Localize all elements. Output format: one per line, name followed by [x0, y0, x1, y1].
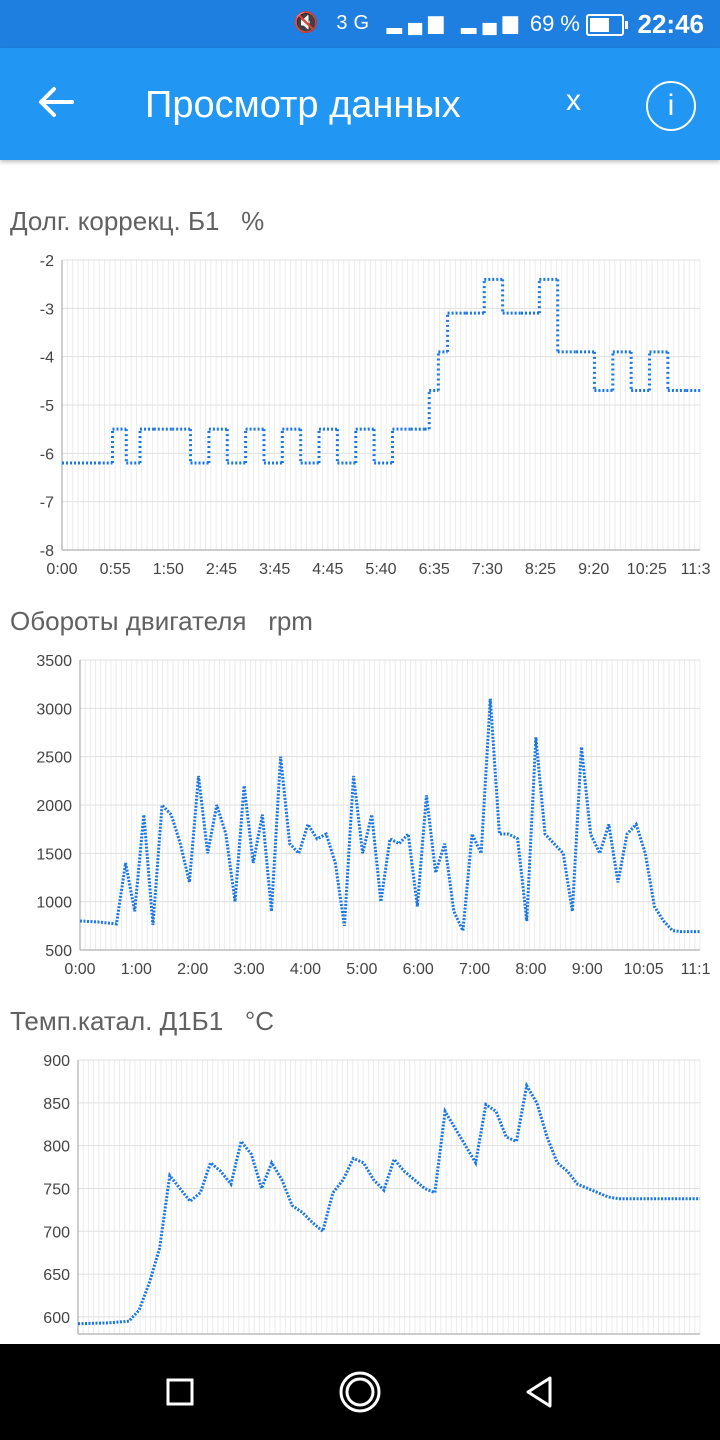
y-tick-label: 3000 [36, 701, 72, 718]
series-line-2-0 [77, 1081, 700, 1326]
y-tick-label: -4 [40, 350, 54, 367]
nav-bar [0, 1344, 720, 1440]
y-tick-label: 500 [45, 943, 72, 960]
y-tick-label: 700 [43, 1224, 70, 1241]
x-tick-label: 7:00 [459, 961, 490, 978]
y-tick-label: 1000 [36, 895, 72, 912]
status-icons: 🔇 3G ▂▄▆ ▂▄▆ [293, 12, 524, 34]
x-tick-label: 5:40 [365, 561, 396, 578]
x-tick-label: 6:35 [419, 561, 450, 578]
x-tick-label: 2:00 [177, 961, 208, 978]
y-tick-label: -3 [40, 301, 54, 318]
chart-3: 900 850 800 750 700 650 600 [10, 1050, 710, 1344]
x-tick-label: 9:20 [578, 561, 609, 578]
y-tick-label: -5 [40, 398, 54, 415]
chart-1: -2 -3 -4 -5 -6 -7 -8 0:00 0:55 1:50 2:45 3:45 4:45 5:… [10, 250, 710, 600]
home-button[interactable] [338, 1370, 382, 1414]
x-tick-label: 1:50 [153, 561, 184, 578]
page-title: Просмотр данных [145, 84, 461, 126]
chart-3-plot: 900 850 800 750 700 650 600 [43, 1053, 701, 1335]
back-button[interactable] [518, 1370, 562, 1414]
x-tick-label: 2:45 [206, 561, 237, 578]
network-type: 3G [336, 12, 376, 34]
x-tick-label: 10:25 [627, 561, 667, 578]
chart-1-title: Долг. коррекц. Б1 % [10, 206, 265, 236]
y-tick-label: -2 [40, 253, 54, 270]
y-tick-label: -6 [40, 446, 54, 463]
y-tick-label: -8 [40, 543, 54, 560]
y-tick-label: 850 [43, 1096, 70, 1113]
x-tick-label: 6:00 [403, 961, 434, 978]
y-tick-label: 750 [43, 1181, 70, 1198]
x-tick-label: 4:00 [290, 961, 321, 978]
arrow-left-icon[interactable] [34, 80, 78, 124]
app-bar: Просмотр данных x i [0, 48, 720, 160]
x-tick-label: 8:25 [525, 561, 556, 578]
x-tick-label: 1:00 [121, 961, 152, 978]
series-line-1-0 [79, 698, 700, 937]
y-tick-label: 600 [43, 1310, 70, 1327]
y-tick-label: 800 [43, 1139, 70, 1156]
chart-2: 3500 3000 2500 2000 1500 1000 500 0:00 1:00 2:00 3… [10, 650, 710, 1000]
x-tick-label: 3:00 [234, 961, 265, 978]
x-tick-label: 0:00 [64, 961, 95, 978]
battery-icon [586, 14, 628, 36]
chart-2-title: Обороты двигателя rpm [10, 606, 313, 636]
x-tick-label: 11:15 [681, 961, 710, 978]
x-tick-label: 9:00 [572, 961, 603, 978]
x-tick-label: 4:45 [312, 561, 343, 578]
chart-1-plot: -2 -3 -4 -5 -6 -7 -80:00 0:55 1:50 2:45 3:45 4:45 5:… [40, 253, 710, 578]
x-tick-label: 0:55 [100, 561, 131, 578]
y-tick-label: 3500 [36, 653, 72, 670]
y-tick-label: 1500 [36, 846, 72, 863]
y-tick-label: 900 [43, 1053, 70, 1070]
y-tick-label: 2500 [36, 750, 72, 767]
status-time: 22:46 [637, 9, 705, 39]
x-tick-label: 5:00 [346, 961, 377, 978]
battery-percent: 69 % [529, 11, 580, 36]
close-button[interactable]: x [566, 84, 581, 117]
x-tick-label: 10:05 [624, 961, 664, 978]
status-bar: 🔇 3G ▂▄▆ ▂▄▆ 69 % 22:46 [0, 0, 720, 48]
recent-apps-button[interactable] [158, 1370, 202, 1414]
y-tick-label: -7 [40, 495, 54, 512]
y-tick-label: 650 [43, 1267, 70, 1284]
x-tick-label: 3:45 [259, 561, 290, 578]
y-tick-label: 2000 [36, 798, 72, 815]
x-tick-label: 8:00 [515, 961, 546, 978]
x-tick-label: 7:30 [472, 561, 503, 578]
info-button[interactable]: i [646, 81, 696, 131]
x-tick-label: 0:00 [46, 561, 77, 578]
x-tick-label: 11:35 [681, 561, 710, 578]
chart-3-title: Темп.катал. Д1Б1 °C [10, 1006, 275, 1036]
